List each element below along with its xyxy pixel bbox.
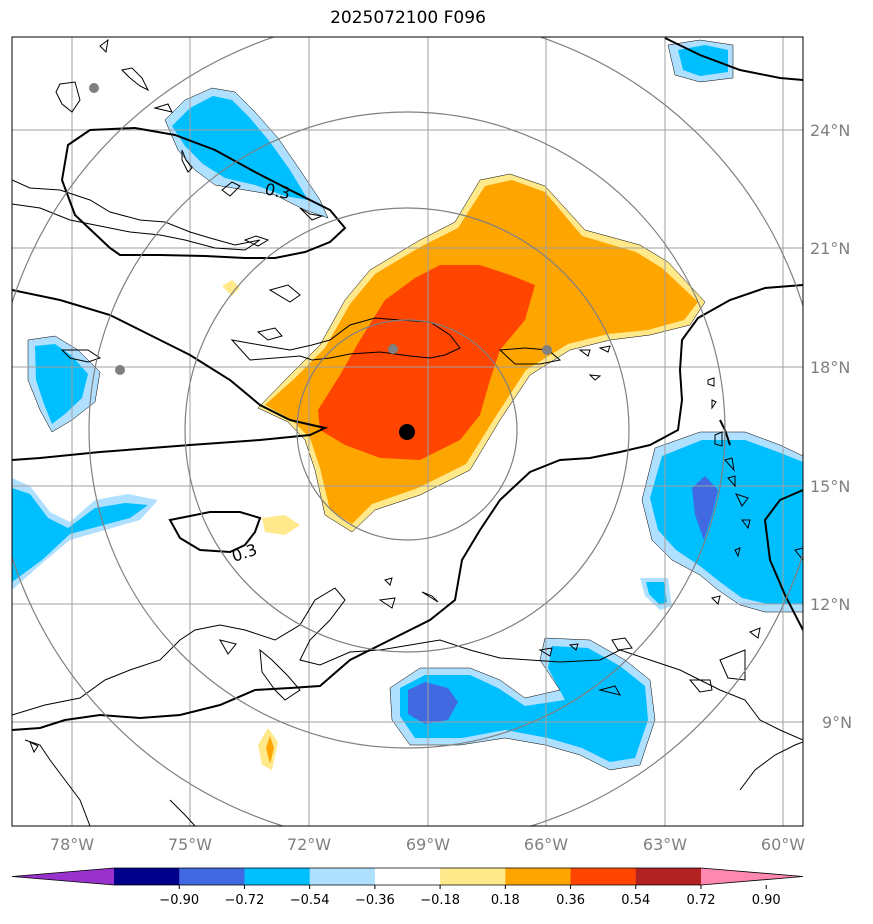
colorbar-tick-label: −0.54 — [290, 893, 330, 908]
colorbar-segment — [114, 868, 180, 885]
lon-label: 69°W — [406, 835, 450, 854]
lon-label: 78°W — [50, 835, 94, 854]
lon-label: 75°W — [168, 835, 212, 854]
shading-outlines — [27, 39, 803, 771]
lon-label: 72°W — [287, 835, 331, 854]
contour-label: 0.3 — [263, 179, 292, 203]
colorbar-segment — [570, 868, 637, 885]
lat-label: 18°N — [810, 358, 850, 377]
colorbar-segment — [244, 868, 311, 885]
plot-frame — [11, 36, 804, 827]
coastlines — [12, 38, 803, 826]
city-marker — [115, 365, 125, 375]
lat-label: 15°N — [810, 477, 850, 496]
city-marker — [388, 344, 398, 354]
storm-center-marker — [399, 424, 415, 440]
colorbar-segment — [374, 868, 441, 885]
colorbar-segment — [179, 868, 245, 885]
colorbar-tick-label: 0.54 — [621, 893, 650, 908]
colorbar-outline — [11, 867, 804, 886]
colorbar-extend-low — [12, 868, 114, 885]
negative-anomaly-fields — [12, 40, 803, 770]
lat-label: 9°N — [822, 713, 852, 732]
colorbar-tick-label: −0.90 — [159, 893, 199, 908]
colorbar-segment — [505, 868, 572, 885]
lat-label: 21°N — [810, 239, 850, 258]
colorbar-segment — [440, 868, 506, 885]
colorbar-tick-label: 0.36 — [556, 893, 585, 908]
city-marker — [542, 345, 552, 355]
colorbar-extend-high — [701, 868, 803, 885]
colorbar-segment — [309, 868, 376, 885]
range-rings — [12, 37, 803, 826]
lon-label: 63°W — [643, 835, 687, 854]
colorbar-tick-label: 0.18 — [491, 893, 520, 908]
colorbar-tick-label: 0.72 — [687, 893, 716, 908]
latitude-labels: 24°N 21°N 18°N 15°N 12°N 9°N — [810, 121, 852, 732]
colorbar: −0.90 −0.72 −0.54 −0.36 −0.18 0.18 0.36 0.54 0.7… — [11, 867, 804, 908]
colorbar-tick-label: 0.90 — [752, 893, 781, 908]
positive-anomaly-fields — [222, 174, 705, 770]
lon-label: 66°W — [524, 835, 568, 854]
city-marker — [89, 83, 99, 93]
lat-label: 12°N — [810, 595, 850, 614]
lon-label: 60°W — [761, 835, 805, 854]
colorbar-tick-label: −0.36 — [355, 893, 395, 908]
lat-label: 24°N — [810, 121, 850, 140]
colorbar-tick-label: −0.72 — [225, 893, 265, 908]
map-title: 2025072100 F096 — [330, 8, 486, 28]
anomaly-contours — [12, 37, 803, 731]
colorbar-segment — [635, 868, 702, 885]
longitude-labels: 78°W 75°W 72°W 69°W 66°W 63°W 60°W — [50, 835, 805, 854]
colorbar-tick-label: −0.18 — [420, 893, 460, 908]
